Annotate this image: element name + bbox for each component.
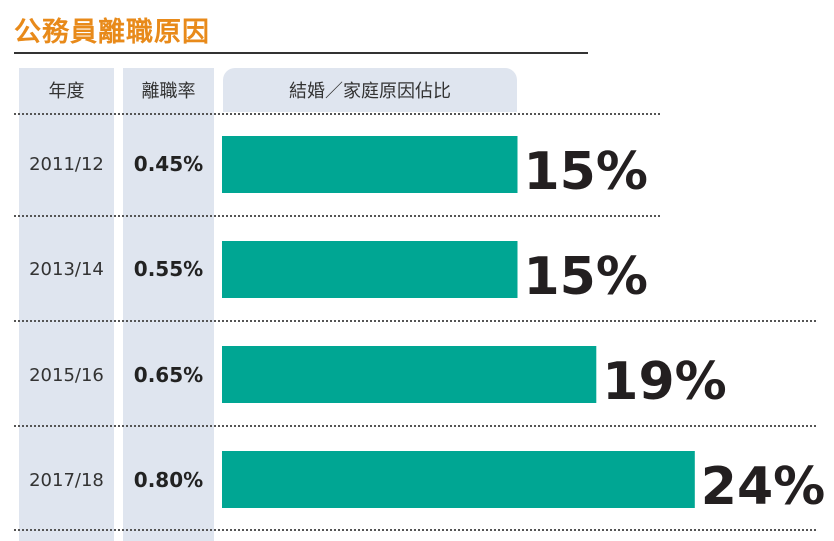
chart-title: 公務員離職原因 — [14, 17, 210, 48]
year-label: 2013/14 — [29, 258, 104, 280]
resignation-rate: 0.55% — [133, 257, 204, 281]
bar-2015/16 — [222, 346, 597, 403]
year-label: 2017/18 — [29, 469, 104, 491]
resignation-rate: 0.45% — [133, 152, 204, 176]
year-label: 2011/12 — [29, 153, 104, 175]
rate-column-background — [123, 68, 214, 541]
title-underline — [14, 52, 588, 54]
bar-value-label: 19% — [602, 352, 726, 412]
share-column-header: 結婚／家庭原因佔比 — [223, 68, 517, 112]
bar-2011/12 — [222, 136, 518, 193]
row-separator — [14, 529, 816, 531]
bar-2013/14 — [222, 241, 518, 298]
resignation-rate: 0.80% — [133, 468, 204, 492]
bar-value-label: 15% — [524, 247, 648, 307]
row-separator — [14, 113, 660, 115]
rate-column-header: 離職率 — [123, 68, 214, 112]
bar-value-label: 24% — [701, 457, 825, 517]
year-column-background — [19, 68, 114, 541]
resignation-rate: 0.65% — [133, 363, 204, 387]
year-column-header: 年度 — [19, 68, 114, 112]
year-label: 2015/16 — [29, 364, 104, 386]
bar-2017/18 — [222, 451, 695, 508]
bar-value-label: 15% — [524, 142, 648, 202]
row-separator — [14, 320, 816, 322]
row-separator — [14, 425, 816, 427]
row-separator — [14, 215, 660, 217]
